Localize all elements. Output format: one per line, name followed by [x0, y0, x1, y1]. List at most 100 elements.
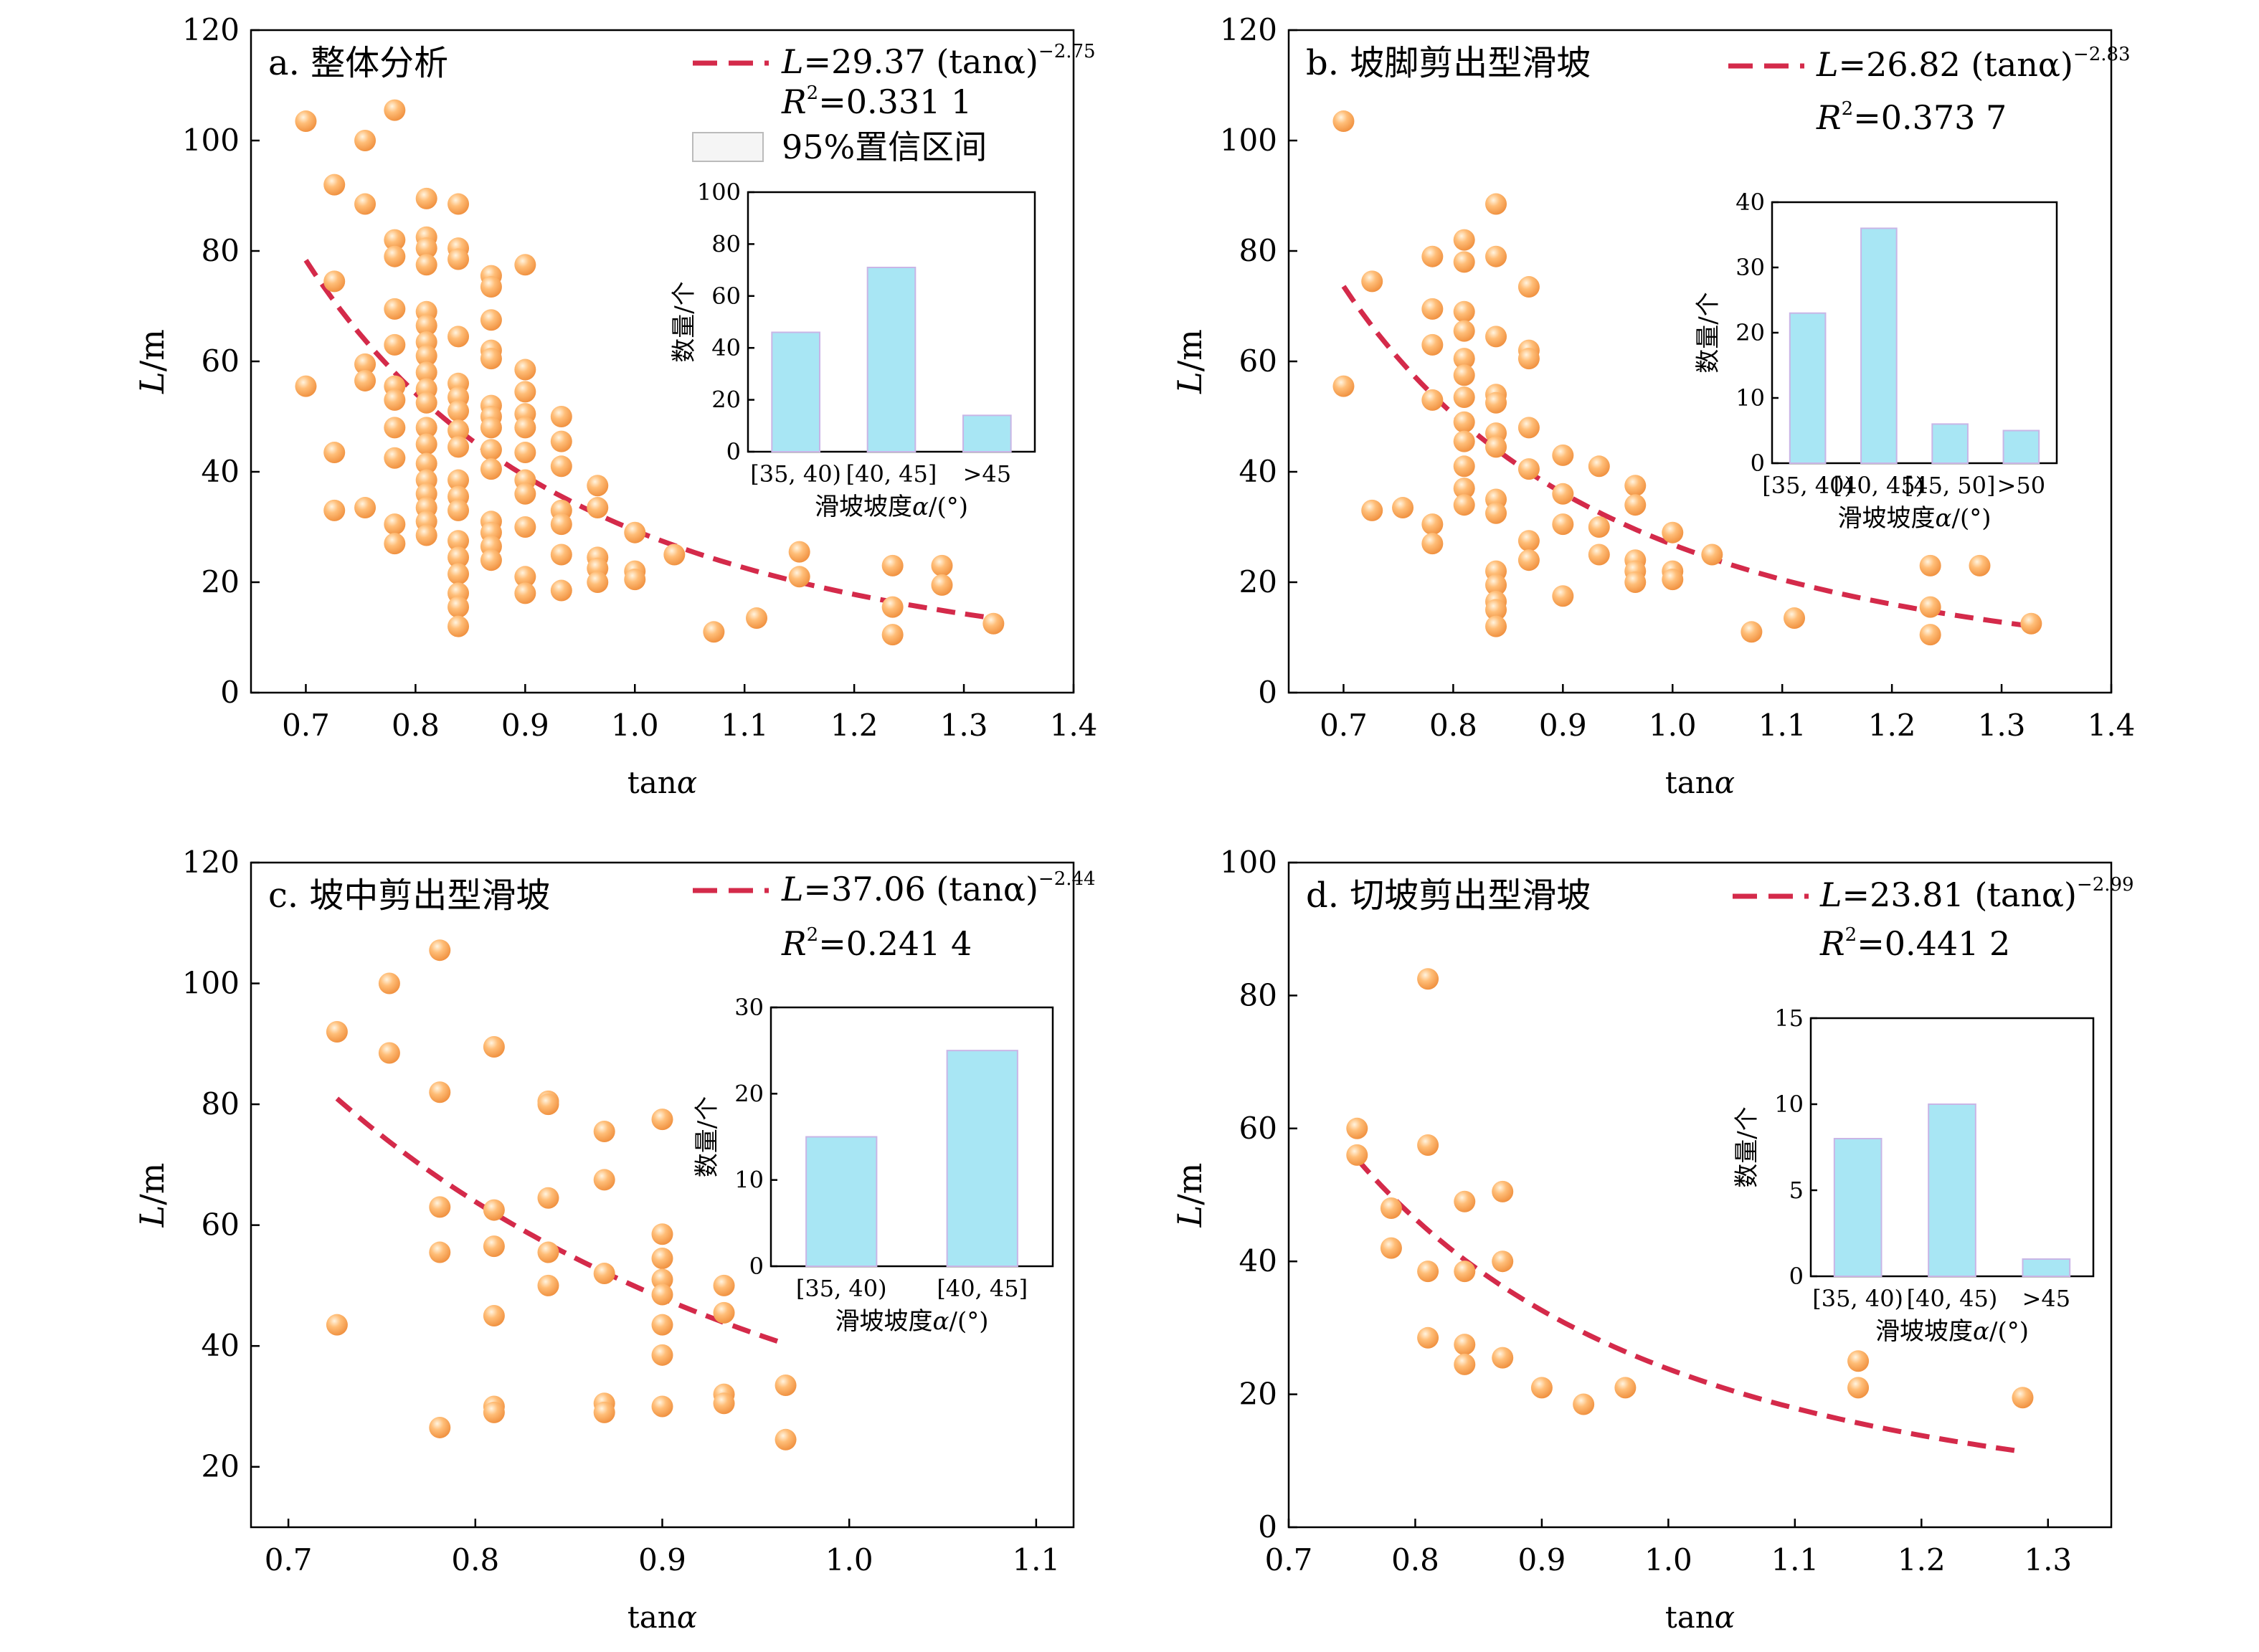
x-tick-label: 0.8 [392, 708, 440, 743]
data-point [1453, 386, 1475, 409]
data-point [323, 174, 346, 196]
x-tick-label: 0.9 [1518, 1542, 1566, 1577]
data-point [354, 353, 376, 375]
data-point [378, 972, 400, 994]
data-point [1517, 549, 1540, 571]
data-point [514, 566, 536, 588]
data-point [1614, 1377, 1637, 1399]
x-tick-label: 1.0 [1649, 708, 1697, 743]
panel-a: 0.7 0.8 0.9 1.0 1.1 1.2 1.3 1.4 0 20 40 60 80 100 120 t… [133, 12, 1097, 800]
x-tick-label: 1.4 [2088, 708, 2136, 743]
data-point [378, 1042, 400, 1064]
panel-title: a. 整体分析 [268, 43, 448, 83]
inset-y-tick-label: 10 [1735, 384, 1765, 412]
x-tick-label: 1.1 [721, 708, 769, 743]
data-point [624, 569, 646, 591]
inset-y-tick-label: 20 [734, 1080, 764, 1107]
inset-y-tick-label: 10 [1774, 1091, 1804, 1118]
data-point [1453, 251, 1475, 273]
data-point [651, 1395, 673, 1418]
y-tick-label: 80 [1239, 233, 1277, 268]
data-point [1919, 624, 1941, 646]
data-point [447, 193, 470, 215]
panel-title: c. 坡中剪出型滑坡 [268, 875, 550, 916]
data-point [384, 447, 406, 469]
data-point [1453, 348, 1475, 370]
inset-bar [771, 331, 821, 453]
inset-y-tick-label: 100 [697, 179, 741, 206]
x-tick-label: 1.1 [1012, 1542, 1060, 1577]
data-point [480, 276, 502, 298]
x-tick-label: 1.3 [1978, 708, 2026, 743]
data-point [1588, 455, 1610, 478]
data-point [1552, 513, 1574, 536]
data-point [1453, 494, 1475, 516]
data-point [1741, 621, 1763, 643]
x-axis-label: tanα [1665, 1600, 1735, 1635]
data-point [1919, 554, 1941, 576]
data-point [447, 546, 470, 569]
data-point [1588, 543, 1610, 566]
data-point [1454, 1190, 1476, 1212]
data-point [713, 1301, 735, 1324]
data-point [1453, 300, 1475, 323]
inset-x-tick-label: [40, 45] [937, 1275, 1028, 1302]
data-point [384, 298, 406, 320]
y-tick-label: 120 [1220, 12, 1277, 47]
data-point [1453, 229, 1475, 251]
data-point [881, 596, 904, 618]
data-point [1453, 478, 1475, 500]
inset-bar [1931, 423, 1969, 465]
data-point [514, 417, 536, 439]
legend-r2: R2=0.241 4 [781, 924, 972, 963]
data-point [593, 1121, 615, 1143]
data-point [1624, 494, 1647, 516]
inset-bar [2022, 1258, 2071, 1277]
data-point [483, 1235, 505, 1258]
data-point [447, 469, 470, 491]
x-tick-label: 0.8 [1391, 1542, 1439, 1577]
data-point [1624, 571, 1647, 593]
y-tick-label: 100 [182, 123, 240, 158]
inset-x-axis-label: 滑坡坡度α/(°) [835, 1307, 989, 1336]
data-point [1417, 1261, 1439, 1283]
data-point [447, 499, 470, 521]
data-point [1380, 1197, 1402, 1220]
data-point [931, 574, 953, 596]
data-point [1847, 1350, 1870, 1372]
data-point [1485, 326, 1507, 348]
x-axis-label: tanα [628, 1600, 697, 1635]
data-point [1421, 513, 1444, 536]
y-tick-label: 80 [202, 233, 240, 268]
data-point [1332, 110, 1355, 133]
data-point [1417, 1134, 1439, 1156]
data-point [1588, 516, 1610, 538]
data-point [1421, 389, 1444, 411]
legend-fit-formula: L=37.06 (tanα)−2.44 [781, 868, 1096, 908]
data-point [1417, 1326, 1439, 1349]
data-point [1454, 1353, 1476, 1375]
y-axis-label: L/m [133, 329, 171, 394]
data-point [1346, 1144, 1368, 1166]
inset-x-tick-label: >50 [1997, 472, 2046, 499]
y-tick-label: 100 [182, 966, 240, 1001]
data-point [593, 1401, 615, 1423]
data-point [514, 359, 536, 381]
y-tick-label: 20 [202, 1449, 240, 1484]
data-point [1492, 1180, 1514, 1202]
x-tick-label: 1.3 [2024, 1542, 2072, 1577]
data-point [415, 391, 437, 414]
data-point [1421, 333, 1444, 356]
x-axis-label: tanα [628, 765, 697, 800]
data-point [703, 621, 725, 643]
data-point [788, 566, 810, 588]
inset-bar [1789, 312, 1827, 465]
data-point [384, 229, 406, 251]
data-point [550, 406, 572, 427]
y-tick-label: 40 [202, 454, 240, 489]
y-axis-label: L/m [1170, 1163, 1209, 1228]
panel-title: d. 切坡剪出型滑坡 [1306, 875, 1591, 916]
x-tick-label: 1.2 [830, 708, 879, 743]
y-tick-label: 0 [1258, 675, 1277, 710]
